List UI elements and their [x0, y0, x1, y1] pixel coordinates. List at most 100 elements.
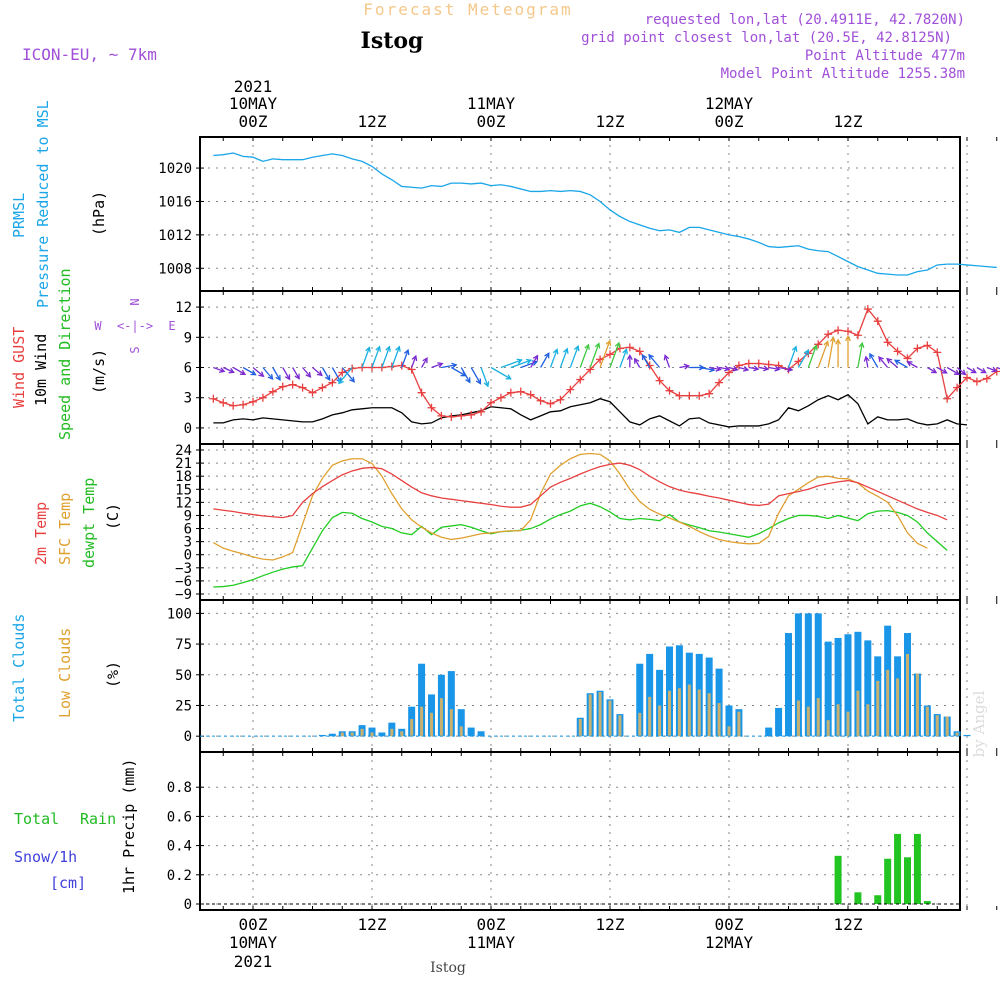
wind-arrowhead — [258, 371, 265, 378]
ytick-label: 0 — [184, 421, 192, 437]
ytick-label: 6 — [184, 361, 192, 377]
wind-arrowhead — [953, 369, 961, 375]
wind-direction-arrow — [470, 367, 481, 384]
wind-arrowhead — [411, 354, 418, 362]
top-tick-5: 00Z — [715, 112, 744, 131]
gust-marker — [883, 338, 892, 347]
wind-arrowhead — [683, 363, 691, 370]
gust-marker — [844, 327, 852, 336]
precip-unit: 1hr Precip (mm) — [120, 759, 138, 894]
wind-direction-arrow — [768, 366, 780, 371]
low-cloud-bar — [459, 726, 463, 737]
wind-direction-arrow — [569, 345, 579, 368]
gust-marker — [675, 391, 684, 400]
wind-arrowhead — [228, 367, 235, 374]
top-tick-6: 12Z — [834, 112, 863, 131]
wind-arrowhead — [584, 343, 590, 350]
wind-direction-arrow — [262, 367, 274, 380]
point-altitude: Point Altitude 477m — [805, 48, 965, 64]
wind-direction-arrow — [619, 349, 628, 368]
wind-arrowhead — [338, 378, 344, 385]
gust-marker — [358, 363, 367, 372]
ytick-label: 9 — [184, 330, 192, 346]
wind-arrowhead — [375, 345, 381, 352]
precip-cm-label: [cm] — [50, 874, 86, 892]
wind-arrowhead — [532, 354, 539, 361]
top-tick-3: 00Z — [477, 112, 506, 131]
wind-arrowhead — [267, 373, 274, 381]
low-cloud-bar — [915, 673, 919, 737]
low-cloud-bar — [668, 690, 671, 737]
wind-direction-arrow — [338, 367, 353, 384]
wind-direction-arrow — [827, 337, 835, 368]
wind-arrowhead — [970, 367, 977, 374]
wind-arrowhead — [960, 369, 967, 376]
pressure-label-2: Pressure Reduced to MSL — [34, 100, 52, 308]
wind-direction-arrow — [907, 361, 918, 369]
gust-marker — [229, 401, 238, 410]
total-cloud-bar — [418, 663, 426, 737]
wind-direction-arrow — [391, 346, 400, 368]
wind-arrowhead — [422, 356, 428, 364]
clouds-low-label: Low Clouds — [56, 628, 74, 718]
top-date-1: 10MAY — [229, 94, 278, 113]
low-cloud-bar — [866, 704, 870, 737]
wind-direction-arrow — [869, 353, 879, 368]
temp-dew-label: dewpt Temp — [80, 478, 98, 568]
gust-marker — [437, 411, 446, 420]
total-cloud-bar — [814, 613, 822, 737]
gust-marker — [834, 326, 843, 335]
gust-marker — [566, 385, 575, 394]
wind-direction-arrow — [817, 341, 829, 368]
wind-gust-line — [213, 307, 998, 418]
low-cloud-bar — [350, 732, 354, 737]
gust-marker — [665, 386, 674, 395]
wind-direction-arrow — [272, 367, 281, 381]
low-cloud-bar — [836, 704, 840, 737]
gust-marker — [338, 368, 347, 377]
wind-direction-arrow — [956, 367, 966, 375]
ytick-label: 1012 — [158, 228, 192, 244]
wind-arrowhead — [505, 374, 512, 380]
gust-marker — [496, 393, 505, 402]
ytick-label: 0 — [184, 897, 192, 913]
gust-marker — [625, 343, 634, 352]
wind-direction-arrow — [222, 366, 234, 373]
ytick-label: 12 — [175, 495, 192, 511]
ytick-label: 75 — [175, 637, 192, 653]
low-cloud-bar — [806, 706, 810, 737]
low-cloud-bar — [935, 715, 939, 737]
gust-marker — [467, 410, 476, 419]
rain-bar — [894, 833, 902, 904]
wind-direction-arrow — [431, 362, 443, 369]
low-cloud-bar — [588, 694, 592, 737]
wind-arrowhead — [641, 353, 648, 361]
low-cloud-bar — [826, 720, 830, 737]
total-cloud-bar — [328, 733, 336, 737]
rain-bar — [884, 858, 892, 904]
low-cloud-bar — [687, 684, 691, 737]
sfc-temp-line — [213, 452, 928, 561]
total-cloud-bar — [804, 613, 812, 737]
wind-direction-arrow — [996, 366, 1000, 370]
gust-marker — [923, 341, 932, 350]
wind-direction-arrow — [634, 358, 641, 368]
low-cloud-bar — [856, 690, 860, 737]
gust-marker — [318, 383, 327, 392]
compass-s: S — [128, 346, 142, 353]
wind-arrowhead — [634, 357, 640, 364]
low-cloud-bar — [707, 693, 711, 737]
compass-arrows: <-|-> — [117, 319, 153, 333]
wind-direction-arrow — [709, 366, 721, 371]
wind-arrowhead — [787, 366, 794, 373]
precip-snow-label: Snow/1h — [14, 848, 77, 866]
low-cloud-bar — [439, 698, 443, 737]
wind-direction-arrow — [738, 366, 749, 371]
wind-direction-arrow — [411, 355, 417, 368]
wind-direction-arrow — [758, 366, 769, 370]
wind-arrowhead — [594, 342, 601, 349]
gust-marker — [972, 377, 981, 386]
wind-arrowhead — [753, 365, 760, 372]
clouds-total-label: Total Clouds — [10, 614, 28, 722]
wind-direction-arrow — [648, 354, 661, 368]
